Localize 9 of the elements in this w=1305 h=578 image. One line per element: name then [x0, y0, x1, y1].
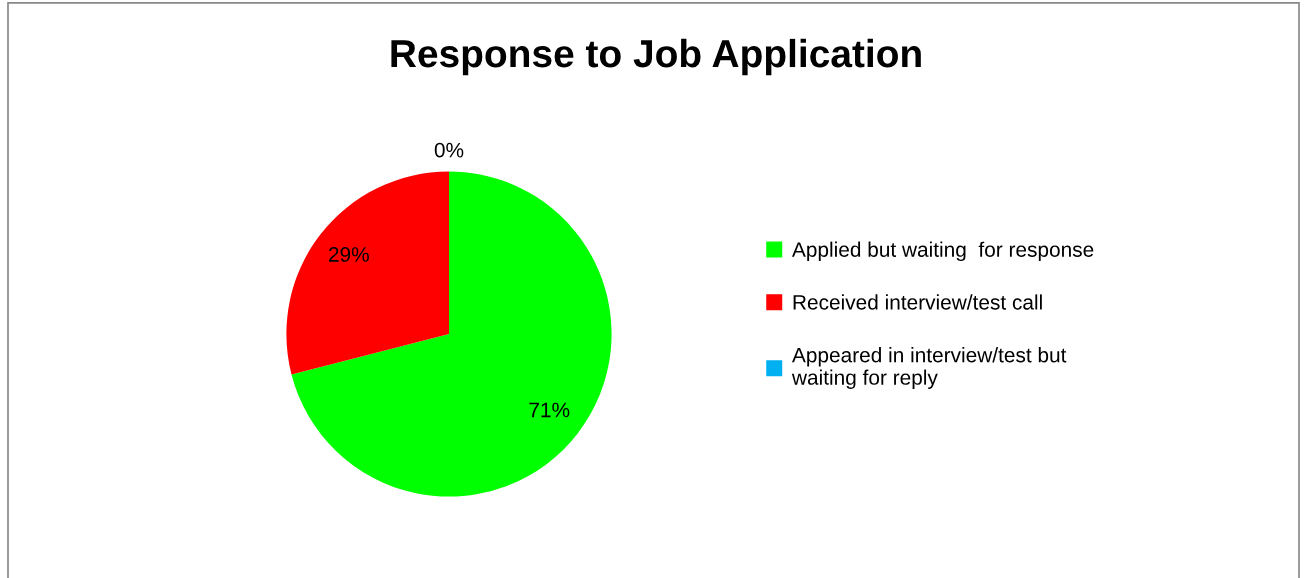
legend-label: Applied but waiting for response: [791, 241, 1094, 262]
text: 0%: [434, 142, 464, 158]
pie-slice: [291, 171, 612, 497]
legend-label: Appeared in interview/test but waiting for reply: [791, 347, 1067, 389]
data-label: 71%: [529, 402, 570, 418]
pie-slice: [286, 171, 449, 375]
chart-title: Response to Job Application: [391, 38, 921, 76]
data-label: 29%: [328, 247, 369, 262]
legend-label: Received interview/test call: [793, 294, 1042, 310]
